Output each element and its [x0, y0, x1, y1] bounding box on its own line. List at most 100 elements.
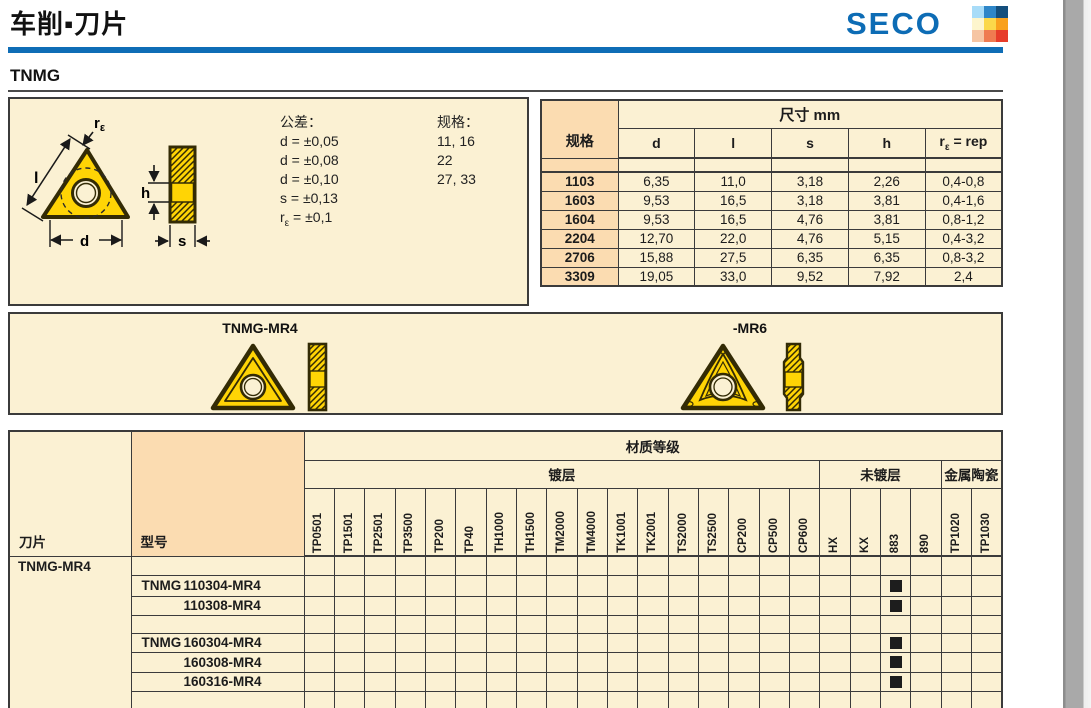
grade-cell: [333, 651, 366, 673]
grade-cell: [485, 651, 517, 673]
grade-cell: [576, 671, 608, 692]
dims-value-cell: 16,5: [694, 209, 773, 230]
spec-heading: 规格：: [437, 114, 479, 130]
grade-cell: [788, 595, 821, 616]
grade-cell: [788, 671, 821, 692]
dims-spec-cell: 3309: [540, 266, 619, 287]
grades-row: [9, 614, 1003, 634]
grade-column-header-tp3500: TP3500: [394, 487, 426, 557]
grade-cell: [667, 671, 699, 692]
grade-cell: [333, 671, 366, 692]
grade-column-header-cp200: CP200: [728, 487, 760, 557]
grade-cell: [424, 671, 457, 692]
grade-cell: [971, 632, 1003, 653]
grade-cell: [728, 671, 760, 692]
grade-cell: [515, 690, 548, 708]
dims-value-cell: 2,4: [924, 266, 1003, 287]
dims-value-cell: 16,5: [694, 190, 773, 211]
grade-column-header-cp500: CP500: [758, 487, 791, 557]
dims-col-h: h: [847, 127, 926, 159]
grade-cell: [880, 574, 912, 597]
grade-column-header-tk2001: TK2001: [637, 487, 669, 557]
grade-cell: [880, 690, 912, 708]
grade-cell: [455, 574, 487, 597]
grade-column-header-tm2000: TM2000: [546, 487, 578, 557]
grade-cell: [940, 555, 973, 576]
dims-spec-cell: 2204: [540, 228, 619, 249]
grade-cell: [364, 632, 396, 653]
grade-column-label: TH1000: [494, 512, 507, 553]
grade-column-header-cp600: CP600: [788, 487, 821, 557]
insert-image-mr6: [680, 342, 805, 412]
grade-cell: [606, 574, 639, 597]
grade-cell: [455, 614, 487, 634]
grade-cell: [940, 651, 973, 673]
grade-cell: [728, 574, 760, 597]
grades-model-col-header: 型号: [130, 430, 305, 557]
chipbreaker-label-mr4: TNMG-MR4: [222, 320, 298, 336]
grade-cell: [637, 574, 669, 597]
grades-table: 刀片 型号 材质等级 镀层 未镀层 金属陶瓷 TP0501 TP1501 TP250…: [8, 430, 1003, 708]
grade-group-uncoated: 未镀层: [819, 459, 942, 489]
grade-cell: [819, 574, 851, 597]
grade-cell: [515, 632, 548, 653]
grade-cell: [880, 555, 912, 576]
grade-cell: [606, 671, 639, 692]
grade-cell: [880, 651, 912, 673]
availability-mark: [889, 675, 902, 688]
model-prefix: TNMG: [141, 578, 182, 593]
grade-column-header-ts2000: TS2000: [667, 487, 699, 557]
grade-column-label: TP1020: [949, 512, 962, 553]
grade-cell: [394, 614, 426, 634]
dims-value-cell: 3,18: [771, 171, 849, 192]
grade-cell: [849, 671, 882, 692]
chipbreaker-label-mr6: -MR6: [732, 320, 768, 336]
tolerance-line: s = ±0,13: [280, 190, 338, 206]
grade-cell: [303, 651, 335, 673]
grade-cell: [546, 651, 578, 673]
dims-value-cell: 11,0: [694, 171, 773, 192]
grade-cell: [697, 574, 730, 597]
grade-cell: [515, 574, 548, 597]
grade-column-label: 883: [888, 533, 901, 553]
grade-cell: [697, 555, 730, 576]
grade-group-coated: 镀层: [303, 459, 821, 489]
grade-cell: [515, 671, 548, 692]
grade-column-header-th1500: TH1500: [515, 487, 548, 557]
grade-cell: [819, 555, 851, 576]
grade-cell: [910, 595, 942, 616]
grade-cell: [303, 574, 335, 597]
dims-value-cell: 6,35: [617, 171, 696, 192]
section-title: TNMG: [10, 66, 61, 85]
insert-dimension-diagram: l rε d h s: [21, 115, 210, 250]
grade-cell: [971, 690, 1003, 708]
grade-cell: [606, 632, 639, 653]
grade-cell: [546, 595, 578, 616]
grade-cell: [758, 595, 791, 616]
grade-cell: [546, 555, 578, 576]
model-cell: 160316-MR4: [130, 671, 305, 692]
dims-spec-cell: 2706: [540, 247, 619, 268]
grade-column-label: TP0501: [312, 512, 325, 553]
seco-logo-mosaic-cell: [996, 18, 1008, 30]
grade-cell: [667, 614, 699, 634]
grade-cell: [788, 690, 821, 708]
grade-cell: [667, 595, 699, 616]
model-cell: TNMG 110304-MR4: [130, 574, 305, 597]
grades-header: 材质等级: [303, 430, 1003, 461]
grade-cell: [515, 651, 548, 673]
grade-column-header-kx: KX: [849, 487, 882, 557]
seco-logo-text: SECO: [846, 6, 942, 41]
grade-cell: [667, 555, 699, 576]
model-prefix: TNMG: [141, 635, 182, 650]
grade-cell: [485, 574, 517, 597]
grade-column-label: TS2500: [706, 512, 719, 553]
grade-cell: [697, 595, 730, 616]
dims-col-s: s: [771, 127, 849, 159]
tolerance-line: d = ±0,08: [280, 152, 339, 168]
grade-column-label: KX: [858, 537, 871, 553]
grade-cell: [546, 614, 578, 634]
grade-cell: [515, 595, 548, 616]
dims-row: 2204 12,70 22,0 4,76 5,15 0,4-3,2: [540, 228, 1003, 249]
grade-cell: [667, 690, 699, 708]
